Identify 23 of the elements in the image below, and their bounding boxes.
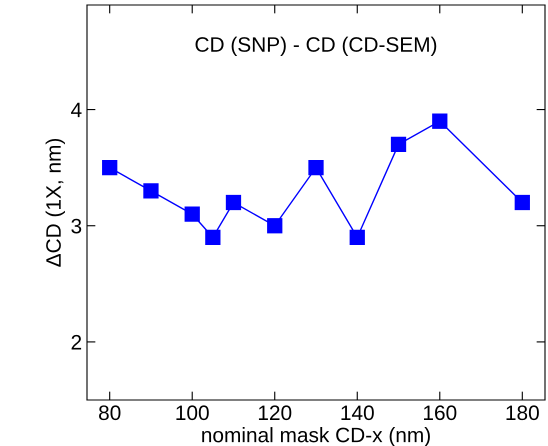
point [184, 206, 200, 222]
point [267, 218, 282, 234]
y-axis-title: ΔCD (1X, nm) [46, 138, 65, 267]
y-tick-label: 4 [71, 102, 82, 118]
annotation: CD (SNP) - CD (CD-SEM) [196, 36, 436, 56]
y-tick-label: 3 [71, 218, 82, 234]
x-tick-label: 140 [341, 405, 374, 420]
x-tick-label: 160 [424, 405, 456, 420]
point [390, 136, 406, 152]
x-tick-label: 80 [99, 405, 120, 420]
point [350, 230, 365, 245]
point [308, 160, 324, 176]
point [102, 160, 118, 176]
x-tick-label: 120 [258, 405, 292, 420]
point [226, 194, 242, 210]
point [514, 194, 530, 210]
point [432, 114, 448, 129]
x-axis-title: nominal mask CD-x (nm) [202, 427, 430, 446]
point [205, 230, 220, 245]
x-tick-label: 180 [506, 405, 539, 420]
point [143, 183, 159, 199]
y-tick-label: 2 [72, 334, 82, 350]
x-tick-label: 100 [176, 405, 209, 420]
